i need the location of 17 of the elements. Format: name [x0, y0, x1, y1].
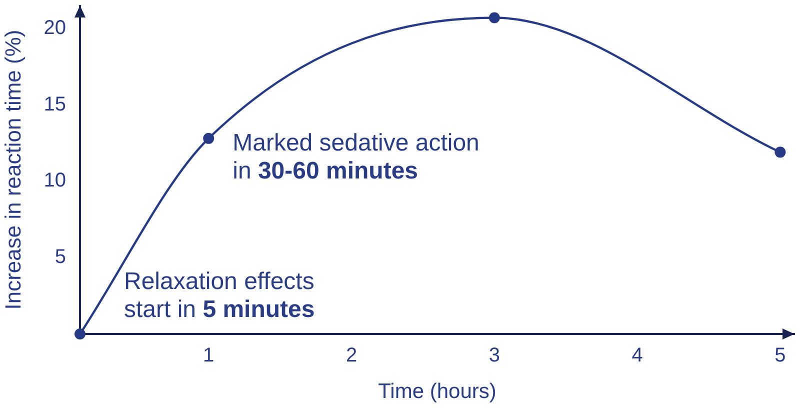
x-tick-label: 2: [346, 344, 358, 367]
x-axis-title: Time (hours): [378, 380, 496, 404]
x-tick-label: 1: [203, 344, 214, 367]
y-tick-label: 5: [54, 246, 66, 268]
point: [74, 328, 86, 340]
x-tick-label: 3: [488, 344, 500, 367]
y-axis-title: Increase in reaction time (%): [0, 30, 26, 310]
y-tick-label: 10: [44, 170, 66, 192]
annotation: Marked sedative action in 30-60 minutes: [232, 129, 480, 184]
y-tick-label: 15: [44, 93, 66, 116]
x-tick-label: 5: [774, 344, 786, 367]
point: [774, 146, 786, 158]
annotation: Relaxation effects start in 5 minutes: [124, 268, 315, 323]
y-tick-label: 20: [44, 16, 66, 39]
point: [203, 132, 214, 144]
point: [488, 12, 500, 24]
x-tick-label: 4: [632, 344, 643, 367]
